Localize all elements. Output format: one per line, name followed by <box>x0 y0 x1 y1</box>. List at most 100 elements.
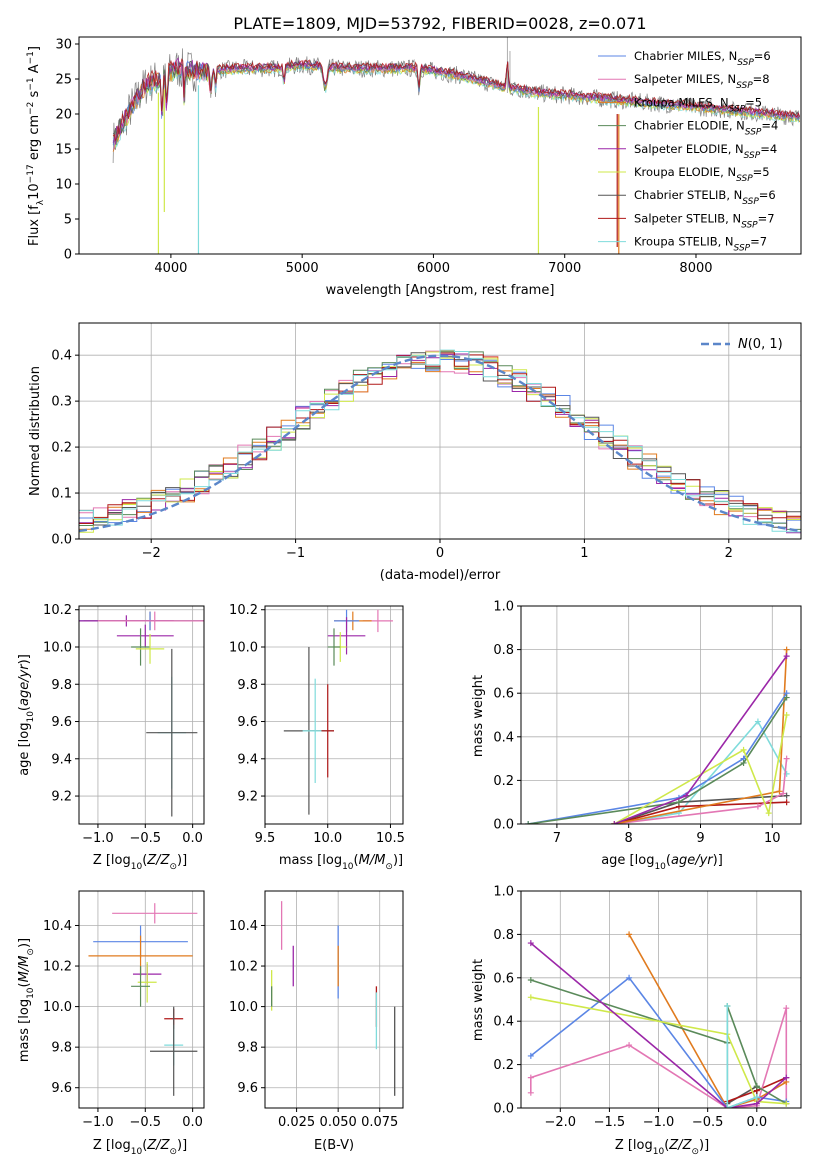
y-tick-label: 9.8 <box>51 1041 72 1056</box>
y-tick-label: 10.2 <box>43 960 72 975</box>
axes-frame <box>78 36 802 255</box>
age-mass-panel: 9.5 10.0 10.5 9.2 9.4 9.6 9.8 10.0 10.2 <box>229 603 405 846</box>
weight-line-5 <box>613 714 788 824</box>
legend-label: Chabrier ELODIE, NSSP=4 <box>634 119 778 138</box>
y-tick-label: 0.2 <box>493 1058 514 1073</box>
weight-marker <box>776 788 783 795</box>
y-tick-label: 20 <box>55 108 72 123</box>
y-tick-label: 10.4 <box>43 919 72 934</box>
weight-marker <box>780 790 787 797</box>
x-tick-label: 0.075 <box>361 1115 398 1130</box>
legend-label: N(0, 1) <box>738 337 783 352</box>
y-tick-label: 25 <box>55 73 72 88</box>
normal-curve <box>79 354 801 533</box>
weight-line-0 <box>528 692 788 824</box>
x-tick-label: 6000 <box>417 261 450 276</box>
y-tick-label: 0.2 <box>493 774 514 789</box>
weight-z-panel: −2.0 −1.5 −1.0 −0.5 0.0 0.0 0.2 0.4 0.6 0.8 1.0 <box>493 885 802 1130</box>
y-tick-label: 9.8 <box>237 1041 258 1056</box>
x-axis-label: wavelength [Angstrom, rest frame] <box>326 283 555 298</box>
x-tick-label: 9 <box>696 831 704 846</box>
y-tick-label: 0.4 <box>51 349 72 364</box>
x-tick-label: −2 <box>142 546 161 561</box>
weight-z-marker <box>626 931 633 938</box>
mass-ebv-panel-plot-area <box>265 891 403 1108</box>
x-tick-label: 9.5 <box>255 831 276 846</box>
x-tick-label: −1.0 <box>643 1115 675 1130</box>
x-axis-label: (data-model)/error <box>380 568 501 583</box>
weight-z-marker <box>527 1052 534 1059</box>
weight-marker <box>740 759 747 766</box>
weight-z-marker <box>783 1100 790 1107</box>
weight-z-marker <box>783 1005 790 1012</box>
y-tick-label: 9.4 <box>51 752 72 767</box>
mass-z-panel: −1.0 −0.5 0.0 9.6 9.8 10.0 10.2 10.4 <box>43 890 205 1130</box>
weight-z-marker <box>527 994 534 1001</box>
weight-marker <box>783 799 790 806</box>
axes-frame <box>520 890 802 1109</box>
weight-z-line-0 <box>530 976 787 1108</box>
legend-label: Kroupa STELIB, NSSP=7 <box>634 235 767 254</box>
x-tick-label: 1 <box>580 546 588 561</box>
y-tick-label: 10.2 <box>229 960 258 975</box>
y-tick-label: 10.0 <box>43 640 72 655</box>
x-tick-label: −1.0 <box>82 831 114 846</box>
legend-label: Chabrier MILES, NSSP=6 <box>634 49 771 68</box>
histogram-step-8 <box>79 349 801 539</box>
y-tick-label: 9.4 <box>237 752 258 767</box>
y-tick-label: 10.0 <box>43 1000 72 1015</box>
x-tick-label: −2.0 <box>545 1115 577 1130</box>
axes-frame <box>520 605 802 825</box>
x-axis-label: Z [log10(Z/Z⊙)] <box>93 853 187 872</box>
x-axis-label: Z [log10(Z/Z⊙)] <box>615 1138 709 1157</box>
weight-marker <box>765 810 772 817</box>
y-tick-label: 0.1 <box>51 487 72 502</box>
x-tick-label: 10.5 <box>376 831 405 846</box>
x-axis-label: E(B-V) <box>314 1138 354 1153</box>
spectrum-panel-plot-area <box>112 37 800 254</box>
x-tick-label: −0.5 <box>692 1115 724 1130</box>
y-tick-label: 0.8 <box>493 643 514 658</box>
x-tick-label: 10.0 <box>313 831 342 846</box>
y-axis-label: Normed distribution <box>28 366 43 496</box>
x-tick-label: −0.5 <box>129 1115 161 1130</box>
weight-z-marker <box>527 940 534 947</box>
x-axis-label: Z [log10(Z/Z⊙)] <box>93 1138 187 1157</box>
y-tick-label: 9.6 <box>237 715 258 730</box>
weight-marker <box>525 821 532 824</box>
axes-frame <box>264 890 404 1109</box>
weight-z-marker <box>724 1105 731 1108</box>
y-tick-label: 0.0 <box>493 818 514 833</box>
y-tick-label: 0 <box>64 248 72 263</box>
y-tick-label: 9.6 <box>51 1081 72 1096</box>
weight-z-marker <box>753 1100 760 1107</box>
y-tick-label: 1.0 <box>493 600 514 615</box>
weight-z-marker <box>783 1074 790 1081</box>
y-tick-label: 1.0 <box>493 885 514 900</box>
axes-frame <box>78 890 205 1109</box>
mass-ebv-panel: 0.025 0.050 0.075 9.6 9.8 10.0 10.2 10.4 <box>229 890 404 1130</box>
x-tick-label: −1.5 <box>594 1115 626 1130</box>
y-tick-label: 5 <box>64 213 72 228</box>
histogram-panel-plot-area <box>79 323 801 539</box>
weight-marker <box>740 746 747 753</box>
y-tick-label: 0.2 <box>51 441 72 456</box>
y-tick-label: 15 <box>55 143 72 158</box>
x-tick-label: −1 <box>286 546 305 561</box>
chart-title: PLATE=1809, MJD=53792, FIBERID=0028, z=0… <box>233 14 646 33</box>
weight-marker <box>783 694 790 701</box>
x-tick-label: 10 <box>764 831 781 846</box>
x-tick-label: −1.0 <box>82 1115 114 1130</box>
x-tick-label: 0.0 <box>182 831 203 846</box>
x-tick-label: 4000 <box>154 261 187 276</box>
x-tick-label: 8 <box>625 831 633 846</box>
weight-marker <box>783 755 790 762</box>
weight-z-line-5 <box>530 996 787 1105</box>
x-tick-label: −0.5 <box>129 831 161 846</box>
weight-z-marker <box>527 976 534 983</box>
weight-marker <box>754 718 761 725</box>
x-tick-label: 0.0 <box>746 1115 767 1130</box>
legend-label: Kroupa ELODIE, NSSP=5 <box>634 165 770 184</box>
y-tick-label: 10 <box>55 178 72 193</box>
age-z-panel-plot-area <box>79 606 204 824</box>
